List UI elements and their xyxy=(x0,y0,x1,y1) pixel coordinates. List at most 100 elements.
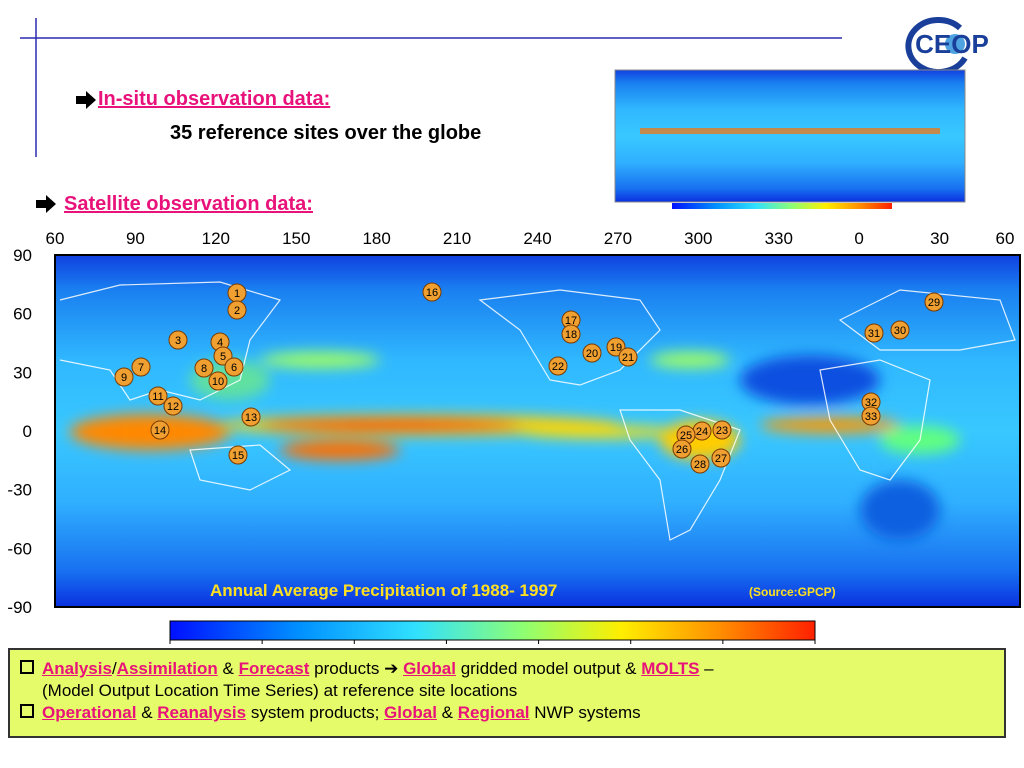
site-label: 31 xyxy=(868,328,880,340)
lon-label: 330 xyxy=(765,229,793,248)
site-label: 17 xyxy=(565,315,577,327)
site-marker: 14 xyxy=(150,420,170,440)
lon-label: 300 xyxy=(684,229,712,248)
site-dot xyxy=(861,406,881,426)
site-label: 33 xyxy=(865,411,877,423)
bullet-text: & xyxy=(136,703,158,722)
site-dot xyxy=(228,445,248,465)
highlight-term: Assimilation xyxy=(116,659,218,678)
site-label: 29 xyxy=(928,297,940,309)
lat-label: 30 xyxy=(13,363,32,382)
site-marker: 8 xyxy=(194,358,214,378)
site-label: 18 xyxy=(565,329,577,341)
site-dot xyxy=(890,320,910,340)
site-label: 20 xyxy=(586,348,598,360)
site-dot xyxy=(227,300,247,320)
site-label: 21 xyxy=(622,352,634,364)
lat-label: -90 xyxy=(7,598,32,617)
bullet-text: products ➔ xyxy=(309,659,404,678)
site-marker: 24 xyxy=(692,421,712,441)
heading-in-situ: In-situ observation data: xyxy=(98,88,331,110)
site-label: 15 xyxy=(232,450,244,462)
site-marker: 11 xyxy=(148,386,168,406)
site-marker: 23 xyxy=(712,420,732,440)
bullet-text: / xyxy=(111,659,117,678)
heading-detail: 35 reference sites over the globe xyxy=(170,122,482,144)
site-dot xyxy=(208,371,228,391)
site-label: 24 xyxy=(696,426,708,438)
site-marker: 18 xyxy=(561,324,581,344)
site-dot xyxy=(241,407,261,427)
site-label: 6 xyxy=(231,362,237,374)
precipitation-map: Annual Average Precipitation of 1988- 19… xyxy=(54,254,1021,608)
lat-label: -60 xyxy=(7,539,32,558)
site-marker: 1 xyxy=(227,283,247,303)
site-label: 25 xyxy=(680,430,692,442)
site-dot xyxy=(561,324,581,344)
site-marker: 19 xyxy=(606,337,626,357)
site-label: 10 xyxy=(212,376,224,388)
site-label: 14 xyxy=(154,425,166,437)
lon-label: 150 xyxy=(282,229,310,248)
site-marker: 7 xyxy=(131,357,151,377)
lat-label: 0 xyxy=(23,422,32,441)
site-label: 13 xyxy=(245,412,257,424)
arrow-icon xyxy=(36,195,56,213)
site-label: 4 xyxy=(217,337,223,349)
lon-label: 90 xyxy=(126,229,145,248)
site-label: 30 xyxy=(894,325,906,337)
lon-label: 0 xyxy=(854,229,863,248)
site-dot xyxy=(422,282,442,302)
site-marker: 31 xyxy=(864,323,884,343)
logo: CEOP xyxy=(905,17,989,75)
lon-label: 30 xyxy=(930,229,949,248)
highlight-term: Global xyxy=(384,703,437,722)
site-marker: 6 xyxy=(224,357,244,377)
site-marker: 3 xyxy=(168,330,188,350)
bullet-text: NWP systems xyxy=(529,703,641,722)
precip-field xyxy=(70,352,960,540)
site-dot xyxy=(618,347,638,367)
site-dot xyxy=(690,454,710,474)
site-label: 3 xyxy=(175,335,181,347)
site-label: 22 xyxy=(552,361,564,373)
site-dot xyxy=(582,343,602,363)
site-dot xyxy=(711,448,731,468)
site-dot xyxy=(548,356,568,376)
site-marker: 33 xyxy=(861,406,881,426)
site-dot xyxy=(672,439,692,459)
site-dot xyxy=(150,420,170,440)
site-label: 9 xyxy=(121,372,127,384)
highlight-term: Reanalysis xyxy=(157,703,247,722)
highlight-term: Global xyxy=(403,659,456,678)
map-caption: Annual Average Precipitation of 1988- 19… xyxy=(210,581,557,600)
bullet-continuation: (Model Output Location Time Series) at r… xyxy=(42,681,518,700)
site-marker: 16 xyxy=(422,282,442,302)
lat-label: 60 xyxy=(13,305,32,324)
lon-label: 120 xyxy=(202,229,230,248)
heading-satellite: Satellite observation data: xyxy=(64,193,313,215)
map-source: (Source:GPCP) xyxy=(749,585,836,599)
lon-label: 60 xyxy=(46,229,65,248)
site-label: 1 xyxy=(234,288,240,300)
bullet: Analysis/Assimilation & Forecast product… xyxy=(20,658,1004,680)
site-label: 19 xyxy=(610,342,622,354)
highlight-term: Analysis xyxy=(42,659,112,678)
site-label: 5 xyxy=(220,351,226,363)
lat-label: 90 xyxy=(13,246,32,265)
site-label: 32 xyxy=(865,397,877,409)
bullet-text: gridded model output & xyxy=(455,659,642,678)
site-dot xyxy=(163,396,183,416)
site-label: 16 xyxy=(426,287,438,299)
site-marker: 20 xyxy=(582,343,602,363)
site-label: 28 xyxy=(694,459,706,471)
site-marker: 29 xyxy=(924,292,944,312)
site-marker: 21 xyxy=(618,347,638,367)
highlight-term: Operational xyxy=(42,703,137,722)
site-label: 8 xyxy=(201,363,207,375)
site-marker: 25 xyxy=(676,425,696,445)
site-label: 7 xyxy=(138,362,144,374)
site-dot xyxy=(194,358,214,378)
site-label: 2 xyxy=(234,305,240,317)
